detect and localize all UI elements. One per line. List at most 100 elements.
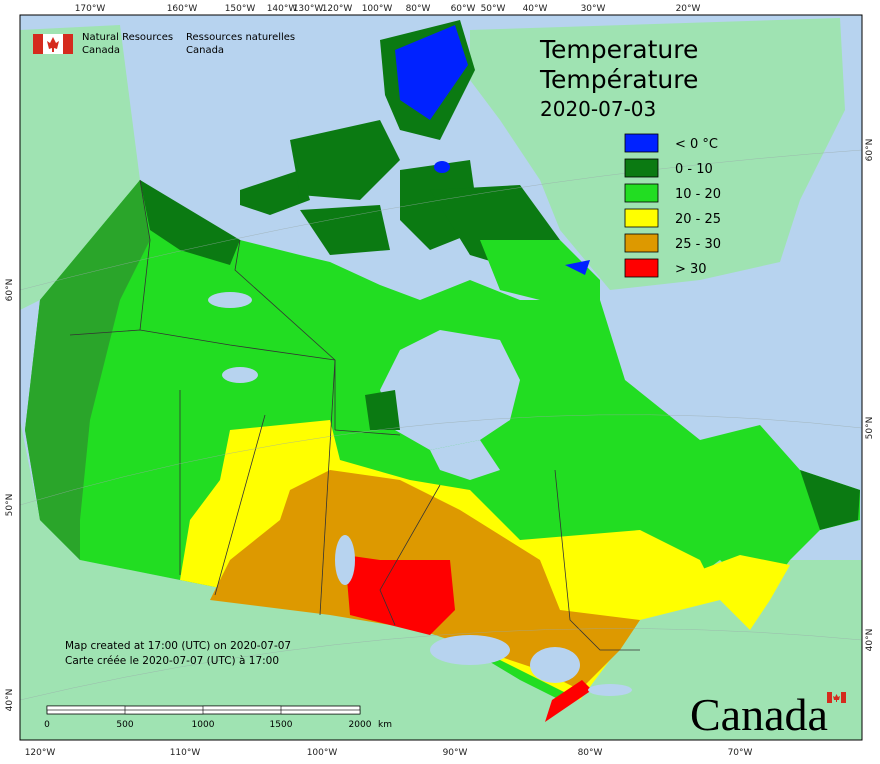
scale-label: 0 [44, 720, 50, 730]
scale-label: 1000 [192, 720, 215, 730]
graticule-label: 60°N [865, 139, 875, 162]
legend-swatch [624, 158, 659, 178]
legend-label: < 0 °C [675, 137, 718, 152]
scale-segment [202, 705, 282, 711]
lake-superior [430, 635, 510, 665]
newfoundland-cool [800, 470, 860, 530]
devon-ice [434, 161, 450, 173]
greenland [470, 18, 845, 290]
wordmark: Canada [690, 689, 828, 740]
graticule-label: 160°W [167, 4, 198, 14]
lake [335, 535, 355, 585]
legend-label: 10 - 20 [675, 187, 721, 202]
zone-over-30-south [545, 680, 592, 722]
border [69, 329, 336, 361]
scale-label: 500 [116, 720, 133, 730]
scale-segment [46, 705, 126, 711]
legend-swatch [624, 258, 659, 278]
map-border [19, 14, 863, 741]
graticule-label: 100°W [362, 4, 393, 14]
graticule-label: 50°W [481, 4, 506, 14]
james-bay [430, 440, 500, 480]
agency-fr: Canada [186, 45, 224, 56]
credit: Carte créée le 2020-07-07 (UTC) à 17:00 [65, 655, 279, 667]
legend-label: 25 - 30 [675, 237, 721, 252]
graticule-label: 70°W [728, 748, 753, 758]
graticule-label: 90°W [443, 748, 468, 758]
graticule-lines [19, 149, 863, 701]
agency-en: Natural Resources [82, 32, 173, 43]
lake-ontario [588, 684, 632, 696]
graticule-label: 40°W [523, 4, 548, 14]
borders [69, 179, 640, 651]
flag-bar [63, 34, 73, 54]
baffin-south [480, 240, 600, 305]
legend-label: 20 - 25 [675, 212, 721, 227]
graticule-label: 60°W [451, 4, 476, 14]
graticule-label: 30°W [581, 4, 606, 14]
island [300, 205, 390, 255]
graticule-label: 120°W [25, 748, 56, 758]
parallel [19, 414, 863, 506]
scale-bar: 0 500 1000 1500 2000 km [44, 705, 392, 730]
maple-leaf [833, 694, 840, 702]
legend-label: 0 - 10 [675, 162, 713, 177]
flag-bar [827, 692, 832, 703]
canada-wordmark: Canada [690, 689, 846, 740]
lake [222, 367, 258, 383]
border [554, 469, 640, 651]
agency-fr: Ressources naturelles [186, 32, 295, 43]
border [379, 484, 441, 626]
island [240, 170, 310, 215]
parallel [19, 149, 863, 291]
credit: Map created at 17:00 (UTC) on 2020-07-07 [65, 640, 291, 652]
parallel [19, 628, 863, 701]
border [319, 359, 336, 616]
flag-bar [33, 34, 43, 54]
graticule-label: 100°W [307, 748, 338, 758]
maple-leaf [47, 37, 59, 52]
graticule-label: 130°W [293, 4, 324, 14]
legend-label: > 30 [675, 262, 707, 277]
legend-swatch [624, 208, 659, 228]
graticule-label: 20°W [676, 4, 701, 14]
graticule-label: 110°W [170, 748, 201, 758]
map-area [19, 15, 863, 740]
island [290, 120, 400, 200]
graticule-label: 50°N [5, 494, 15, 517]
graticule-label: 120°W [322, 4, 353, 14]
baffin-ice [565, 260, 590, 275]
title: Température [539, 65, 698, 94]
graticule-label: 170°W [75, 4, 106, 14]
agency-en: Canada [82, 45, 120, 56]
border [214, 414, 266, 596]
hudson-lowland [365, 390, 400, 430]
yukon-coast [140, 180, 240, 265]
border [139, 179, 151, 331]
graticule-label: 150°W [225, 4, 256, 14]
graticule-label: 40°N [865, 629, 875, 652]
scale-label: 1500 [270, 720, 293, 730]
united-states [20, 420, 862, 740]
title: Temperature [539, 35, 698, 64]
border [334, 429, 401, 436]
alaska [20, 25, 140, 310]
legend-swatch [624, 133, 659, 153]
nrcan-logo [33, 34, 73, 54]
zone-20-25-east [700, 555, 790, 630]
zone-over-30 [345, 555, 455, 635]
scale-segment [124, 709, 204, 715]
legend: < 0 °C 0 - 10 10 - 20 20 - 25 25 - 30 > 30 [624, 133, 721, 278]
legend-swatch [624, 183, 659, 203]
scale-unit: km [378, 720, 392, 730]
border [234, 239, 336, 430]
western-cordillera [25, 180, 150, 560]
graticule-label: 80°W [406, 4, 431, 14]
hudson-bay [380, 330, 520, 450]
scale-segment [280, 709, 361, 715]
graticule-label: 40°N [5, 689, 15, 712]
graticule-label: 60°N [5, 279, 15, 302]
legend-swatch [624, 233, 659, 253]
